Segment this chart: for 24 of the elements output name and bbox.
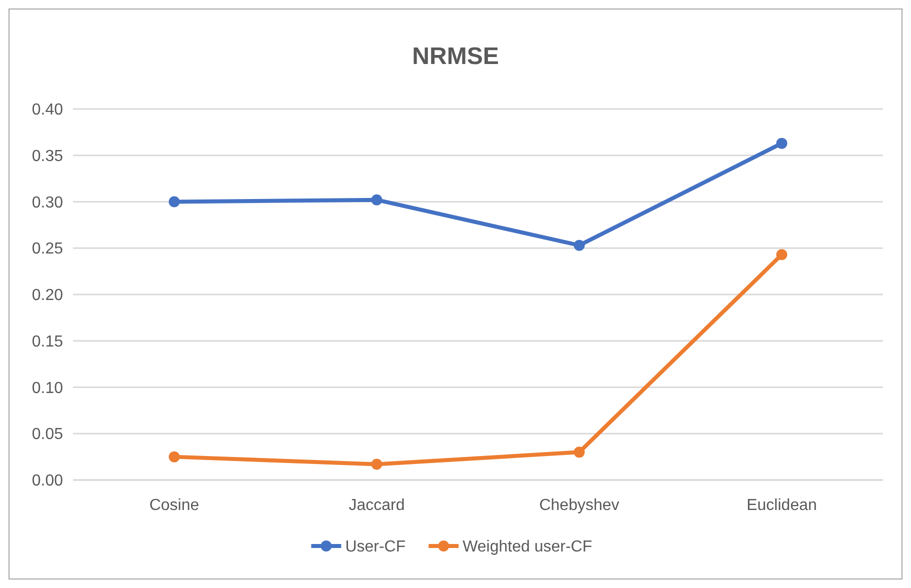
y-tick-label: 0.10	[32, 380, 64, 397]
point	[371, 458, 382, 470]
x-tick-label: Chebyshev	[539, 497, 620, 514]
x-tick-label: Jaccard	[348, 497, 405, 514]
point	[371, 194, 382, 206]
point	[168, 196, 180, 208]
y-tick-label: 0.15	[32, 333, 64, 350]
y-tick-label: 0.30	[32, 194, 64, 212]
point	[168, 451, 180, 462]
point	[776, 249, 788, 260]
chart-title: NRMSE	[412, 43, 499, 70]
y-tick-label: 0.05	[32, 426, 64, 444]
point	[776, 138, 788, 149]
y-tick-label: 0.00	[32, 472, 64, 490]
point	[574, 240, 585, 251]
point	[574, 446, 585, 458]
x-tick-label: Euclidean	[746, 497, 817, 514]
y-tick-label: 0.25	[32, 240, 64, 258]
y-tick-label: 0.35	[32, 148, 64, 165]
x-tick-label: Cosine	[149, 497, 200, 514]
legend-label: User-CF	[345, 538, 406, 556]
legend-label: Weighted user-CF	[462, 538, 592, 556]
y-tick-label: 0.40	[32, 102, 64, 119]
y-tick-label: 0.20	[32, 287, 64, 304]
